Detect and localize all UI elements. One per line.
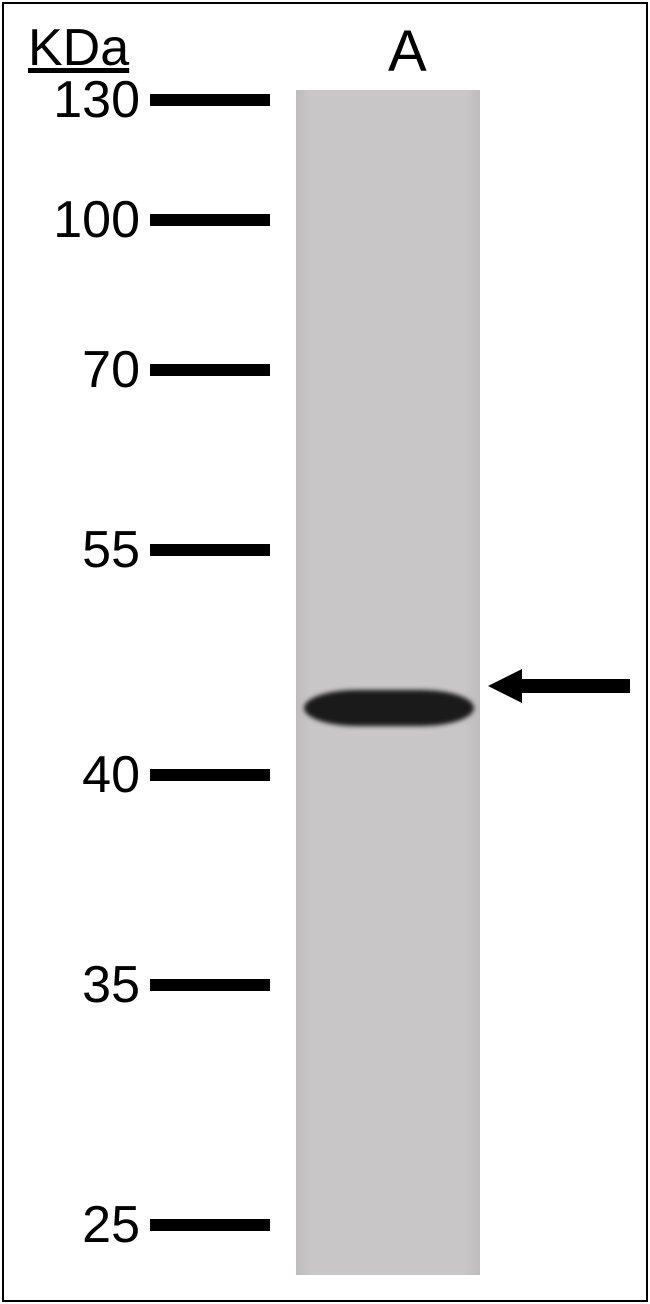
marker-label-25: 25 (82, 1195, 140, 1255)
marker-tick-40 (150, 769, 270, 781)
marker-tick-25 (150, 1219, 270, 1231)
marker-tick-35 (150, 979, 270, 991)
marker-label-70: 70 (82, 340, 140, 400)
marker-tick-100 (150, 214, 270, 226)
marker-tick-70 (150, 364, 270, 376)
marker-label-55: 55 (82, 520, 140, 580)
western-blot-figure: KDa A 1301007055403525 (0, 0, 650, 1304)
marker-tick-55 (150, 544, 270, 556)
marker-label-40: 40 (82, 745, 140, 805)
marker-tick-130 (150, 94, 270, 106)
lane-a-label: A (388, 18, 427, 85)
marker-label-100: 100 (53, 190, 140, 250)
marker-label-35: 35 (82, 955, 140, 1015)
band-arrow-shaft (520, 679, 630, 693)
band-arrow-head (488, 669, 522, 703)
protein-band (304, 690, 474, 726)
marker-label-130: 130 (53, 70, 140, 130)
blot-lane-a (296, 90, 480, 1275)
